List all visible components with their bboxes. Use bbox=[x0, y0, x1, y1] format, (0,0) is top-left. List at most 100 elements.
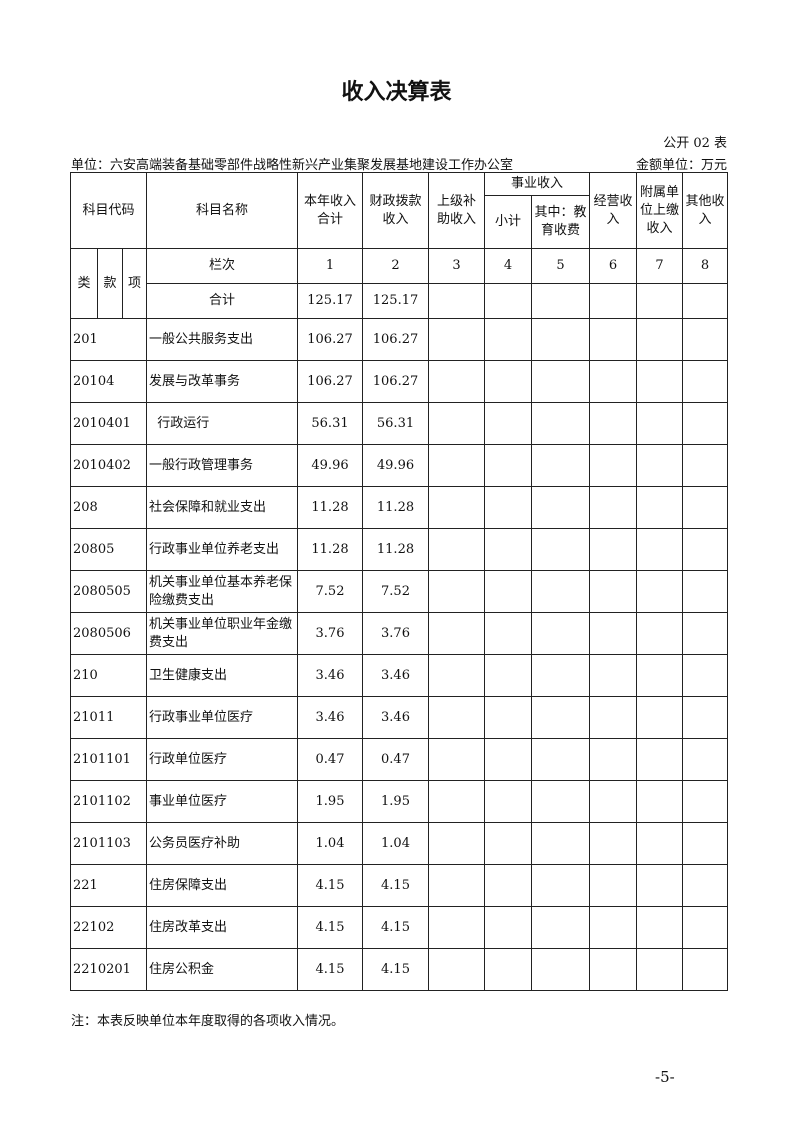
table-row: 210 卫生健康支出 3.46 3.46 bbox=[70, 654, 728, 697]
row-name: 一般行政管理事务 bbox=[146, 444, 298, 487]
row-c2: 0.47 bbox=[362, 738, 429, 781]
row-code: 20805 bbox=[70, 528, 147, 571]
col-num: 4 bbox=[484, 248, 532, 284]
table-row: 2101101 行政单位医疗 0.47 0.47 bbox=[70, 738, 728, 781]
row-c1: 4.15 bbox=[297, 948, 363, 991]
header-lanci: 栏次 bbox=[146, 248, 298, 284]
header-code: 科目代码 bbox=[70, 172, 147, 249]
page-number: -5- bbox=[655, 1068, 675, 1086]
col-num: 3 bbox=[428, 248, 485, 284]
row-name: 行政事业单位医疗 bbox=[146, 696, 298, 739]
row-c2: 11.28 bbox=[362, 486, 429, 529]
row-c2: 1.04 bbox=[362, 822, 429, 865]
row-name: 事业单位医疗 bbox=[146, 780, 298, 823]
row-c1: 1.04 bbox=[297, 822, 363, 865]
row-name: 住房保障支出 bbox=[146, 864, 298, 907]
row-code: 2101101 bbox=[70, 738, 147, 781]
row-c2: 49.96 bbox=[362, 444, 429, 487]
table-row: 22102 住房改革支出 4.15 4.15 bbox=[70, 906, 728, 949]
row-code: 2080505 bbox=[70, 570, 147, 613]
table-row: 2010402 一般行政管理事务 49.96 49.96 bbox=[70, 444, 728, 487]
col-num: 1 bbox=[297, 248, 363, 284]
col-num: 7 bbox=[636, 248, 683, 284]
row-c1: 4.15 bbox=[297, 906, 363, 949]
header-c6: 经营收入 bbox=[589, 172, 637, 249]
row-code: 210 bbox=[70, 654, 147, 697]
row-name: 卫生健康支出 bbox=[146, 654, 298, 697]
row-c1: 3.46 bbox=[297, 696, 363, 739]
row-code: 2010401 bbox=[70, 402, 147, 445]
table-row: 2010401 行政运行 56.31 56.31 bbox=[70, 402, 728, 445]
header-shiye: 事业收入 bbox=[484, 172, 590, 196]
page-title: 收入决算表 bbox=[341, 80, 452, 105]
row-c2: 7.52 bbox=[362, 570, 429, 613]
row-c1: 11.28 bbox=[297, 486, 363, 529]
row-code: 2210201 bbox=[70, 948, 147, 991]
row-c2: 11.28 bbox=[362, 528, 429, 571]
header-c4: 小计 bbox=[484, 195, 532, 249]
header-c1: 本年收入合计 bbox=[297, 172, 363, 249]
row-code: 2101103 bbox=[70, 822, 147, 865]
row-c1: 56.31 bbox=[297, 402, 363, 445]
row-code: 208 bbox=[70, 486, 147, 529]
row-name: 机关事业单位职业年金缴费支出 bbox=[146, 612, 298, 655]
row-code: 22102 bbox=[70, 906, 147, 949]
header-name: 科目名称 bbox=[146, 172, 298, 249]
table-row: 2080505 机关事业单位基本养老保险缴费支出 7.52 7.52 bbox=[70, 570, 728, 613]
col-num: 8 bbox=[682, 248, 728, 284]
total-label: 合计 bbox=[146, 283, 298, 319]
table-row: 21011 行政事业单位医疗 3.46 3.46 bbox=[70, 696, 728, 739]
row-code: 2080506 bbox=[70, 612, 147, 655]
total-row: 合计 125.17 125.17 bbox=[71, 283, 728, 319]
row-name: 一般公共服务支出 bbox=[146, 318, 298, 361]
row-code: 21011 bbox=[70, 696, 147, 739]
header-kuan: 款 bbox=[97, 248, 123, 319]
row-c1: 49.96 bbox=[297, 444, 363, 487]
table-row: 20805 行政事业单位养老支出 11.28 11.28 bbox=[70, 528, 728, 571]
table-number: 公开 02 表 bbox=[663, 136, 727, 151]
table-row: 208 社会保障和就业支出 11.28 11.28 bbox=[70, 486, 728, 529]
row-name: 住房改革支出 bbox=[146, 906, 298, 949]
table-row: 2080506 机关事业单位职业年金缴费支出 3.76 3.76 bbox=[70, 612, 728, 655]
row-c1: 4.15 bbox=[297, 864, 363, 907]
row-c1: 0.47 bbox=[297, 738, 363, 781]
header-c7: 附属单位上缴收入 bbox=[636, 172, 683, 249]
header-c5: 其中：教育收费 bbox=[531, 195, 590, 249]
row-c2: 3.76 bbox=[362, 612, 429, 655]
row-c1: 7.52 bbox=[297, 570, 363, 613]
row-c1: 106.27 bbox=[297, 318, 363, 361]
row-c2: 4.15 bbox=[362, 906, 429, 949]
table-row: 221 住房保障支出 4.15 4.15 bbox=[70, 864, 728, 907]
unit-label: 单位：六安高端装备基础零部件战略性新兴产业集聚发展基地建设工作办公室 bbox=[71, 158, 514, 173]
row-c1: 11.28 bbox=[297, 528, 363, 571]
row-code: 20104 bbox=[70, 360, 147, 403]
row-code: 221 bbox=[70, 864, 147, 907]
money-unit-label: 金额单位：万元 bbox=[635, 158, 727, 173]
table-row: 201 一般公共服务支出 106.27 106.27 bbox=[70, 318, 728, 361]
total-c1: 125.17 bbox=[297, 283, 363, 319]
total-c2: 125.17 bbox=[362, 283, 429, 319]
header-lei: 类 bbox=[70, 248, 98, 319]
income-table: 科目代码 科目名称 本年收入合计 财政拨款收入 上级补助收入 事业收入 经营收入… bbox=[70, 172, 728, 991]
row-c2: 106.27 bbox=[362, 318, 429, 361]
row-c2: 4.15 bbox=[362, 948, 429, 991]
col-num: 5 bbox=[531, 248, 590, 284]
row-code: 2010402 bbox=[70, 444, 147, 487]
row-c2: 56.31 bbox=[362, 402, 429, 445]
row-c2: 1.95 bbox=[362, 780, 429, 823]
row-c2: 4.15 bbox=[362, 864, 429, 907]
row-name: 行政事业单位养老支出 bbox=[146, 528, 298, 571]
table-row: 2101102 事业单位医疗 1.95 1.95 bbox=[70, 780, 728, 823]
footnote: 注：本表反映单位本年度取得的各项收入情况。 bbox=[71, 1014, 345, 1029]
row-name: 发展与改革事务 bbox=[146, 360, 298, 403]
row-name: 住房公积金 bbox=[146, 948, 298, 991]
row-c1: 1.95 bbox=[297, 780, 363, 823]
row-name: 行政单位医疗 bbox=[146, 738, 298, 781]
row-c1: 106.27 bbox=[297, 360, 363, 403]
row-code: 2101102 bbox=[70, 780, 147, 823]
col-num: 2 bbox=[362, 248, 429, 284]
row-c2: 3.46 bbox=[362, 654, 429, 697]
row-c1: 3.46 bbox=[297, 654, 363, 697]
header-xiang: 项 bbox=[122, 248, 147, 319]
